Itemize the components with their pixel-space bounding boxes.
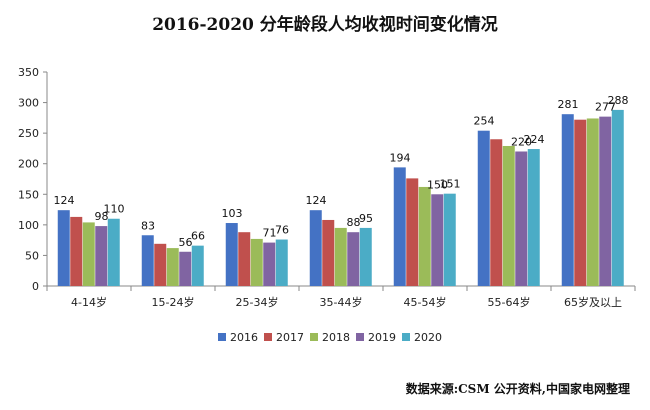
bar [406, 178, 419, 286]
legend-label: 2020 [414, 331, 442, 344]
legend-label: 2018 [322, 331, 350, 344]
legend-swatch [218, 333, 226, 341]
bar [95, 226, 108, 286]
x-tick-label: 4-14岁 [71, 295, 107, 309]
data-label: 95 [359, 212, 373, 225]
data-label: 76 [275, 224, 289, 237]
data-label: 110 [104, 203, 125, 216]
bar [107, 218, 120, 286]
bar [599, 116, 612, 287]
data-label: 66 [191, 230, 205, 243]
data-label: 98 [95, 210, 109, 223]
bar [322, 219, 335, 286]
bar [515, 151, 528, 286]
bar [490, 139, 503, 286]
data-label: 194 [390, 151, 411, 164]
bar [561, 114, 574, 286]
legend-label: 2017 [276, 331, 304, 344]
chart-title: 2016-2020 分年龄段人均收视时间变化情况 [152, 15, 498, 35]
bar [527, 149, 540, 286]
source-note: 数据来源:CSM 公开资料,中国家电网整理 [405, 382, 630, 396]
bar [250, 238, 263, 286]
x-tick-label: 45-54岁 [404, 295, 447, 309]
x-tick-label: 15-24岁 [152, 295, 195, 309]
bar [179, 251, 192, 286]
bar [586, 118, 599, 287]
x-tick-label: 55-64岁 [488, 295, 531, 309]
y-tick-label: 100 [18, 219, 39, 232]
bar [611, 109, 624, 286]
legend-swatch [356, 333, 364, 341]
bar [70, 216, 83, 286]
bar [431, 194, 444, 286]
bar [418, 186, 431, 286]
y-tick-label: 250 [18, 127, 39, 140]
bar [275, 239, 288, 286]
data-label: 83 [141, 219, 155, 232]
data-label: 277 [595, 101, 616, 114]
data-label: 124 [54, 194, 75, 207]
data-label: 254 [474, 115, 495, 128]
bar [225, 223, 238, 286]
bar [141, 235, 154, 286]
bar [166, 248, 179, 286]
bar [191, 245, 204, 286]
bar [57, 210, 70, 286]
data-label: 103 [222, 207, 243, 220]
bar [443, 193, 456, 286]
legend-swatch [310, 333, 318, 341]
legend-swatch [264, 333, 272, 341]
bars [57, 109, 624, 287]
data-label: 151 [440, 178, 461, 191]
data-label: 288 [608, 94, 629, 107]
bar [393, 167, 406, 286]
x-tick-label: 65岁及以上 [564, 295, 622, 309]
bar [477, 130, 490, 286]
data-label: 220 [511, 135, 532, 148]
bar [82, 222, 95, 286]
bar [347, 232, 360, 286]
axes: 0 50 100 150 200 250 300 350 4-14岁 15-24岁 25-34岁 35… [18, 66, 636, 309]
y-tick-label: 350 [18, 66, 39, 79]
bar [502, 145, 515, 286]
y-tick-label: 300 [18, 97, 39, 110]
legend: 2016 2017 2018 2019 2020 [218, 331, 442, 344]
bar [334, 227, 347, 286]
data-label: 224 [524, 133, 545, 146]
x-tick-label: 25-34岁 [236, 295, 279, 309]
bar [154, 243, 167, 286]
y-tick-label: 0 [32, 280, 39, 293]
legend-swatch [402, 333, 410, 341]
y-tick-label: 150 [18, 188, 39, 201]
legend-label: 2019 [368, 331, 396, 344]
data-label: 150 [427, 178, 448, 191]
y-tick-label: 50 [25, 249, 39, 262]
data-label: 56 [179, 236, 193, 249]
bar [359, 227, 372, 286]
x-tick-label: 35-44岁 [320, 295, 363, 309]
bar [238, 232, 251, 286]
bar [574, 119, 587, 286]
data-label: 71 [263, 227, 277, 240]
bar [309, 210, 322, 286]
bar [263, 242, 276, 286]
data-label: 281 [558, 98, 579, 111]
y-tick-label: 200 [18, 158, 39, 171]
legend-label: 2016 [230, 331, 258, 344]
data-label: 124 [306, 194, 327, 207]
data-label: 88 [347, 216, 361, 229]
